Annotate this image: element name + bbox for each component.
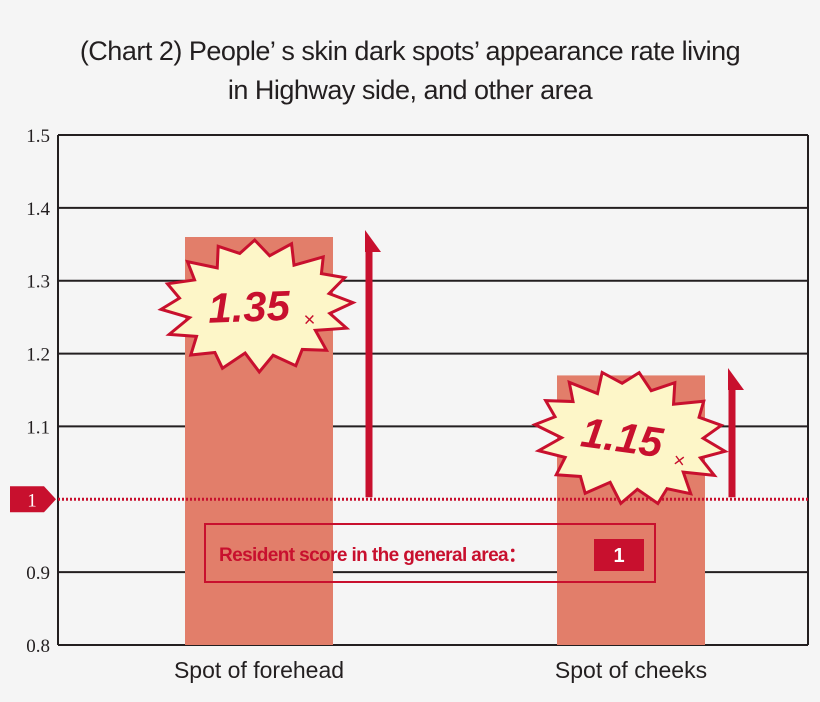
x-category-label: Spot of forehead [174, 657, 344, 683]
arrows [365, 230, 744, 498]
y-tick-label: 1.4 [26, 199, 50, 220]
legend-note: Resident score in the general area： 1 [204, 523, 656, 583]
y-tick-label: 0.8 [26, 636, 50, 657]
annotation-value: 1.15 [578, 408, 666, 466]
annotation-bursts: 1.35 × 1.15 × [157, 237, 729, 506]
chart-title-line-1: (Chart 2) People’ s skin dark spots’ app… [79, 36, 741, 66]
x-axis-categories: Spot of forehead Spot of cheeks [174, 657, 707, 683]
annotation-burst: 1.15 × [531, 370, 729, 506]
y-tick-label: 1.3 [26, 272, 50, 293]
starburst-shape [531, 370, 729, 506]
starburst-shape [157, 237, 357, 375]
reference-label: 1 [27, 490, 37, 511]
annotation-burst: 1.35 × [157, 237, 357, 375]
annotation-value: 1.35 [207, 282, 291, 332]
chart-title-line-2: in Highway side, and other area [227, 75, 593, 105]
y-tick-label: 0.9 [26, 563, 50, 584]
reference-marker [10, 486, 56, 513]
note-value-box [594, 539, 644, 571]
reference-line-group: 1 [10, 486, 808, 513]
note-text: Resident score in the general area： [219, 545, 526, 566]
note-box [204, 523, 656, 583]
y-tick-label: 1.1 [26, 417, 50, 438]
up-arrow-head [728, 368, 744, 390]
y-axis-ticks: 1.5 1.4 1.3 1.2 1.1 0.9 0.8 [26, 126, 50, 657]
annotation-suffix: × [303, 309, 315, 331]
y-tick-label: 1.2 [26, 345, 50, 366]
annotation-suffix: × [672, 449, 687, 472]
up-arrow-head [365, 230, 381, 252]
note-value: 1 [613, 545, 624, 567]
x-category-label: Spot of cheeks [555, 657, 707, 683]
y-tick-label: 1.5 [26, 126, 50, 147]
